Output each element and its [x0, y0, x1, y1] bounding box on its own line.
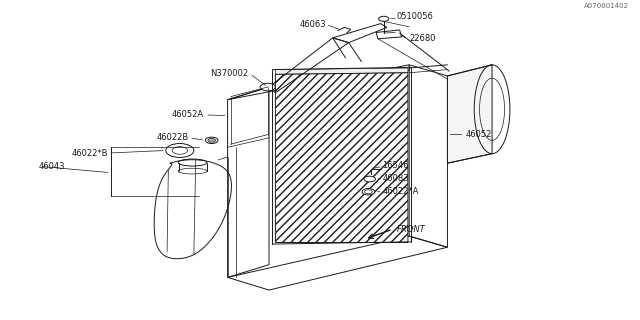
- Text: FRONT: FRONT: [396, 225, 425, 234]
- Text: 22680: 22680: [409, 34, 436, 43]
- Circle shape: [260, 83, 275, 91]
- Text: 0510056: 0510056: [396, 12, 433, 21]
- Text: 46083: 46083: [383, 174, 409, 183]
- Text: N370002: N370002: [211, 69, 248, 78]
- Circle shape: [379, 16, 389, 21]
- Polygon shape: [275, 68, 408, 74]
- Text: 46022*B: 46022*B: [72, 148, 108, 157]
- Circle shape: [208, 139, 216, 142]
- Text: 46063: 46063: [300, 20, 326, 29]
- Circle shape: [362, 188, 375, 195]
- Circle shape: [166, 143, 194, 157]
- Text: 46043: 46043: [38, 162, 65, 171]
- Text: 16546: 16546: [383, 161, 409, 170]
- Polygon shape: [447, 65, 492, 163]
- Ellipse shape: [178, 159, 207, 166]
- Text: 46052: 46052: [465, 130, 492, 139]
- Text: A070001402: A070001402: [584, 3, 629, 9]
- Text: 46022*A: 46022*A: [383, 187, 419, 196]
- Circle shape: [205, 137, 218, 143]
- Polygon shape: [275, 73, 408, 243]
- Text: 46022B: 46022B: [157, 133, 189, 142]
- Text: 46052A: 46052A: [172, 110, 204, 119]
- Ellipse shape: [178, 168, 207, 174]
- Circle shape: [364, 176, 376, 182]
